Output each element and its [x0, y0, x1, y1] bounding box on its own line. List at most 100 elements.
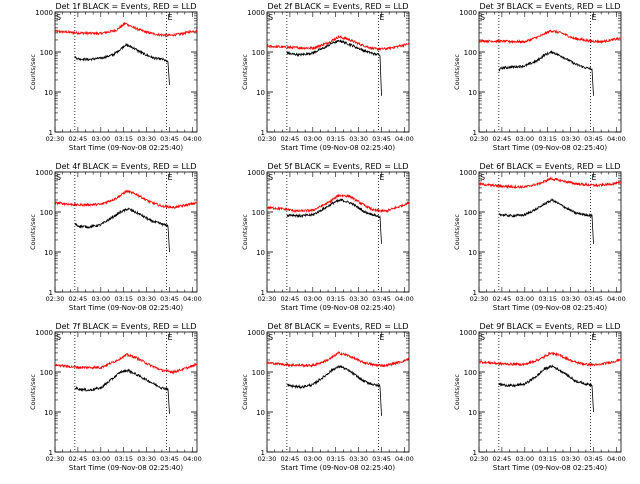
events-series-line	[286, 198, 382, 244]
x-tick-label: 03:30	[137, 135, 156, 143]
panel-title: Det 6f BLACK = Events, RED = LLD	[479, 162, 620, 171]
y-tick-label: 1000	[35, 169, 53, 177]
x-tick-label: 02:45	[493, 135, 512, 143]
x-tick-label: 03:30	[137, 455, 156, 463]
events-series-line	[498, 50, 594, 96]
x-tick-label: 03:30	[349, 455, 368, 463]
end-marker-label: E	[379, 13, 384, 22]
x-tick-label: 03:15	[538, 295, 557, 303]
x-tick-label: 02:30	[470, 135, 489, 143]
x-tick-label: 03:30	[561, 135, 580, 143]
plot-frame	[54, 331, 198, 453]
start-marker-label: S	[480, 173, 485, 182]
panel-title: Det 8f BLACK = Events, RED = LLD	[267, 322, 408, 331]
x-tick-label: 03:30	[561, 455, 580, 463]
y-tick-label: 10	[256, 249, 265, 257]
y-tick-label: 1	[473, 449, 477, 457]
y-axis-label: Counts/sec	[453, 214, 461, 250]
start-marker-label: S	[268, 173, 273, 182]
y-tick-label: 1	[49, 129, 53, 137]
x-tick-label: 04:00	[607, 295, 626, 303]
y-tick-label: 1000	[35, 329, 53, 337]
y-tick-label: 100	[252, 49, 265, 57]
y-axis-label: Counts/sec	[453, 374, 461, 410]
x-tick-label: 02:45	[281, 135, 300, 143]
y-tick-label: 100	[252, 209, 265, 217]
x-tick-label: 02:45	[281, 295, 300, 303]
x-axis-label: Start Time (09-Nov-08 02:25:40)	[69, 144, 183, 152]
y-axis-label: Counts/sec	[29, 374, 37, 410]
x-axis-label: Start Time (09-Nov-08 02:25:40)	[493, 304, 607, 312]
y-axis-label: Counts/sec	[29, 214, 37, 250]
plot-frame	[54, 171, 198, 293]
y-tick-label: 10	[44, 409, 53, 417]
events-series-line	[286, 39, 382, 96]
y-tick-label: 1000	[459, 9, 477, 17]
y-tick-label: 1000	[459, 169, 477, 177]
x-tick-label: 03:30	[561, 295, 580, 303]
detector-panel: Det 5f BLACK = Events, RED = LLD 1 10 100 10…	[241, 162, 414, 312]
panel-title: Det 9f BLACK = Events, RED = LLD	[479, 322, 620, 331]
x-tick-label: 02:30	[258, 455, 277, 463]
lld-series-line	[266, 350, 410, 368]
x-tick-label: 03:15	[326, 295, 345, 303]
y-tick-label: 1	[261, 289, 265, 297]
y-tick-label: 10	[468, 89, 477, 97]
x-axis-label: Start Time (09-Nov-08 02:25:40)	[69, 304, 183, 312]
x-tick-label: 02:45	[493, 295, 512, 303]
lld-series-line	[478, 29, 622, 45]
y-tick-label: 100	[464, 369, 477, 377]
x-tick-label: 03:00	[91, 455, 110, 463]
x-tick-label: 04:00	[183, 135, 202, 143]
detector-panel: Det 7f BLACK = Events, RED = LLD 1 10 100 10…	[29, 322, 202, 472]
x-tick-label: 03:15	[326, 135, 345, 143]
y-axis-label: Counts/sec	[241, 54, 249, 90]
start-marker-label: S	[480, 333, 485, 342]
y-tick-label: 10	[256, 409, 265, 417]
y-tick-label: 100	[40, 369, 53, 377]
x-tick-label: 02:45	[493, 455, 512, 463]
end-marker-label: E	[379, 333, 384, 342]
x-axis-label: Start Time (09-Nov-08 02:25:40)	[281, 464, 395, 472]
y-tick-label: 100	[252, 369, 265, 377]
x-tick-label: 02:45	[69, 295, 88, 303]
detector-panel: Det 6f BLACK = Events, RED = LLD 1 10 100 10…	[453, 162, 626, 312]
y-tick-label: 10	[468, 249, 477, 257]
x-tick-label: 03:00	[303, 295, 322, 303]
panel-title: Det 4f BLACK = Events, RED = LLD	[55, 162, 196, 171]
y-tick-label: 1000	[35, 9, 53, 17]
plot-frame	[478, 331, 622, 453]
x-tick-label: 03:00	[515, 135, 534, 143]
detector-panel: Det 4f BLACK = Events, RED = LLD 1 10 100 10…	[29, 162, 202, 312]
start-marker-label: S	[56, 173, 61, 182]
x-axis-label: Start Time (09-Nov-08 02:25:40)	[69, 464, 183, 472]
x-tick-label: 02:30	[46, 135, 65, 143]
lld-series-line	[54, 353, 198, 375]
x-tick-label: 03:45	[372, 455, 391, 463]
end-marker-label: E	[167, 173, 172, 182]
start-marker-label: S	[268, 13, 273, 22]
x-tick-label: 03:45	[372, 295, 391, 303]
start-marker-label: S	[480, 13, 485, 22]
y-axis-label: Counts/sec	[29, 54, 37, 90]
panel-title: Det 1f BLACK = Events, RED = LLD	[55, 2, 196, 11]
x-tick-label: 03:45	[584, 455, 603, 463]
x-tick-label: 03:30	[349, 135, 368, 143]
detector-panel: Det 2f BLACK = Events, RED = LLD 1 10 100 10…	[241, 2, 414, 152]
y-tick-label: 1	[473, 129, 477, 137]
start-marker-label: S	[56, 333, 61, 342]
y-tick-label: 1	[49, 289, 53, 297]
end-marker-label: E	[167, 333, 172, 342]
y-tick-label: 1000	[247, 169, 265, 177]
x-tick-label: 03:00	[303, 135, 322, 143]
y-tick-label: 1000	[247, 9, 265, 17]
y-tick-label: 10	[468, 409, 477, 417]
x-tick-label: 03:45	[584, 295, 603, 303]
end-marker-label: E	[379, 173, 384, 182]
panel-title: Det 5f BLACK = Events, RED = LLD	[267, 162, 408, 171]
x-tick-label: 03:15	[114, 135, 133, 143]
x-tick-label: 02:45	[69, 135, 88, 143]
x-tick-label: 03:15	[538, 135, 557, 143]
panel-title: Det 2f BLACK = Events, RED = LLD	[267, 2, 408, 11]
